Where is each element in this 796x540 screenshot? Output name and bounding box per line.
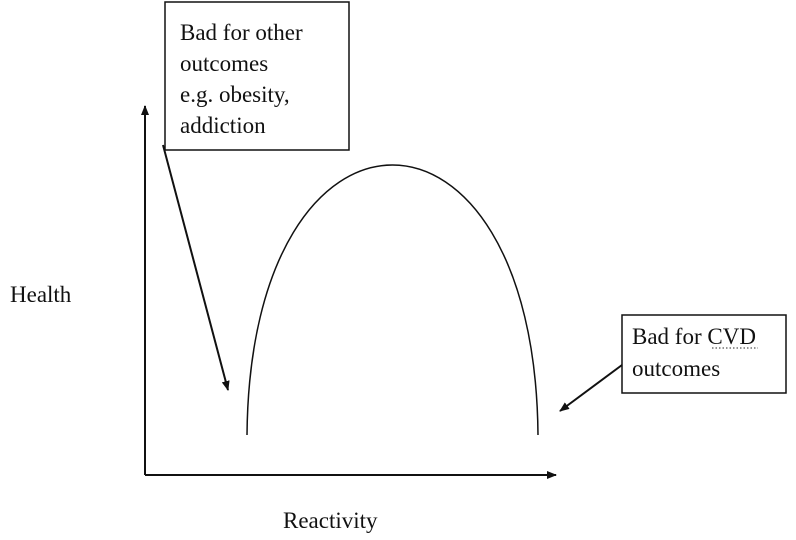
callout-text: e.g. obesity, (180, 82, 290, 107)
callout-box (621, 314, 787, 394)
callout-text: Bad for CVD (632, 324, 756, 349)
callout-arrow (162, 144, 230, 391)
callout-text: outcomes (632, 356, 720, 381)
callout-text: addiction (180, 113, 266, 138)
callout-arrow (559, 364, 623, 412)
callout-text: outcomes (180, 51, 268, 76)
curve (246, 164, 539, 436)
y-axis-label: Health (10, 282, 72, 307)
callout-box (164, 1, 350, 151)
x-axis-label: Reactivity (283, 508, 378, 533)
callout-text: Bad for other (180, 20, 303, 45)
